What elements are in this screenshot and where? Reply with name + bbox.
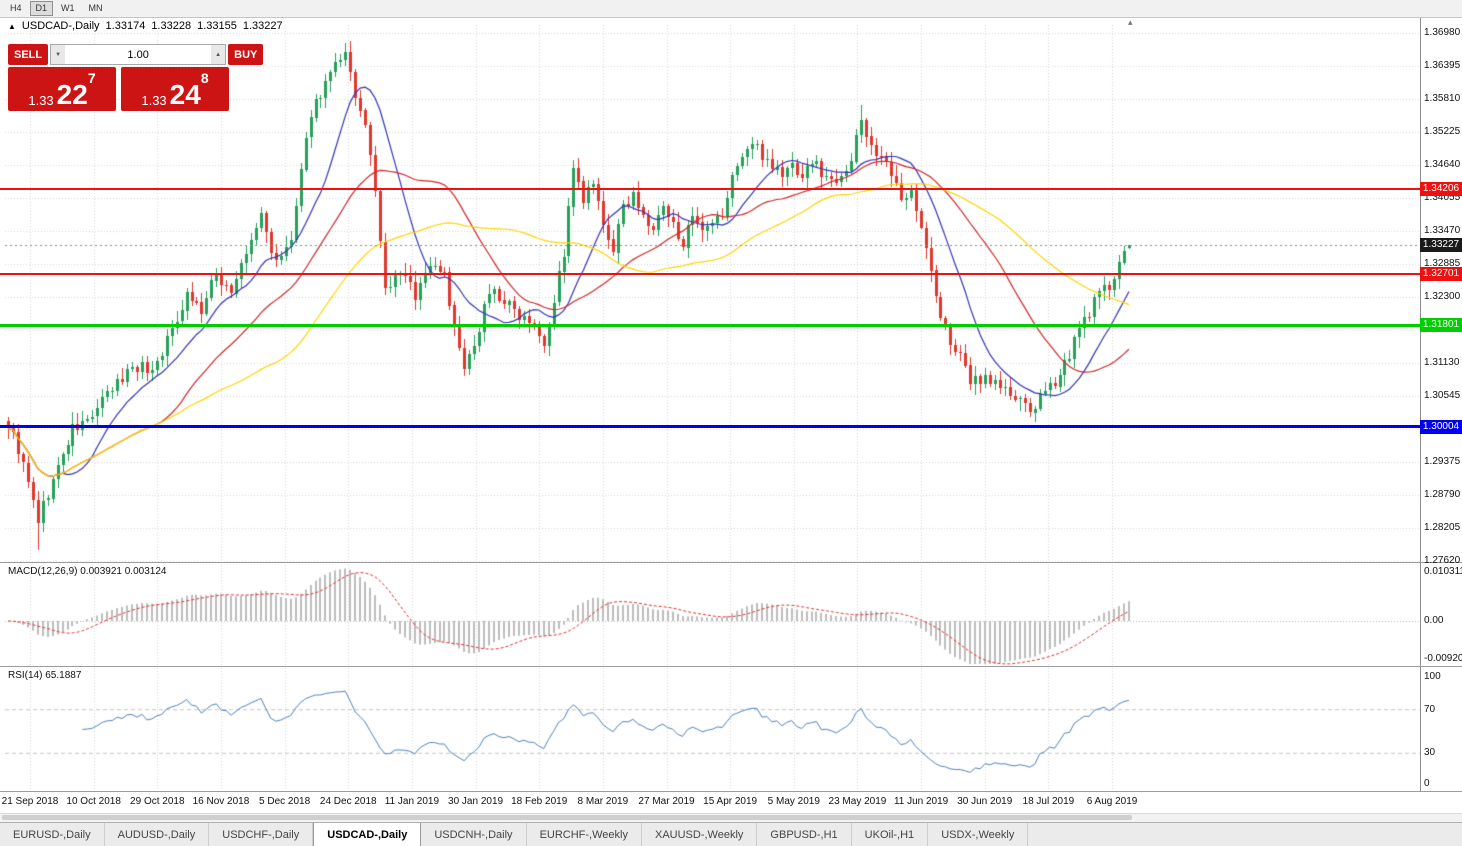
date-axis-label: 11 Jun 2019 [893, 796, 949, 807]
sell-price-sup: 7 [87, 70, 96, 86]
timeframe-button-w1[interactable]: W1 [55, 1, 81, 16]
scrollbar-thumb[interactable] [2, 815, 1132, 820]
date-axis-label: 30 Jan 2019 [448, 796, 504, 807]
date-axis-label: 23 May 2019 [828, 796, 887, 807]
date-axis-label: 11 Jan 2019 [384, 796, 440, 807]
horizontal-scrollbar[interactable] [0, 813, 1462, 822]
chart-tab-xauusd-weekly[interactable]: XAUUSD-,Weekly [642, 823, 758, 846]
timeframe-button-mn[interactable]: MN [83, 1, 109, 16]
date-axis-label: 10 Oct 2018 [66, 796, 121, 807]
sell-price-main: 1.33 [28, 93, 54, 108]
date-axis-label: 15 Apr 2019 [703, 796, 758, 807]
rsi-indicator-label: RSI(14) 65.1887 [8, 670, 82, 681]
one-click-trading-panel: SELL ▼ ▲ BUY 1.33 22 7 1.33 24 8 [8, 44, 264, 111]
date-axis-label: 24 Dec 2018 [319, 796, 377, 807]
chart-tab-usdcnh-daily[interactable]: USDCNH-,Daily [421, 823, 527, 846]
date-axis-label: 21 Sep 2018 [1, 796, 59, 807]
date-axis-label: 5 Dec 2018 [259, 796, 311, 807]
panel-separator-main-macd [0, 562, 1462, 563]
one-click-prices-row: 1.33 22 7 1.33 24 8 [8, 67, 229, 111]
hline-1.31801[interactable] [0, 323, 1420, 327]
date-axis-label: 27 Mar 2019 [638, 796, 695, 807]
one-click-collapse-icon[interactable]: ▲ [8, 21, 16, 31]
chart-tab-eurchf-weekly[interactable]: EURCHF-,Weekly [527, 823, 642, 846]
date-axis-label: 16 Nov 2018 [192, 796, 250, 807]
price-axis[interactable] [1421, 17, 1462, 792]
panel-separator-rsi-dates [0, 791, 1462, 792]
date-axis[interactable]: 21 Sep 2018 10 Oct 2018 29 Oct 2018 16 Nov … [0, 793, 1420, 811]
chart-tab-usdx-weekly[interactable]: USDX-,Weekly [928, 823, 1029, 846]
date-axis-label: 18 Jul 2019 [1022, 796, 1075, 807]
macd-indicator-label: MACD(12,26,9) 0.003921 0.003124 [8, 566, 167, 577]
date-axis-label: 18 Feb 2019 [511, 796, 568, 807]
panel-separator-macd-rsi [0, 666, 1462, 667]
date-axis-label: 8 Mar 2019 [577, 796, 629, 807]
buy-price-sup: 8 [200, 70, 209, 86]
hline-1.32701[interactable] [0, 273, 1420, 276]
date-axis-label: 6 Aug 2019 [1086, 796, 1138, 807]
chart-tab-usdchf-daily[interactable]: USDCHF-,Daily [209, 823, 314, 846]
sell-button[interactable]: SELL [8, 44, 49, 65]
volume-increase-button[interactable]: ▲ [211, 45, 226, 64]
one-click-buttons-row: SELL ▼ ▲ BUY [8, 44, 264, 65]
chart-symbol-period-label: USDCAD-,Daily [21, 20, 100, 32]
date-axis-label: 5 May 2019 [767, 796, 820, 807]
ohlc-close-value: 1.33227 [242, 20, 283, 32]
chart-tab-audusd-daily[interactable]: AUDUSD-,Daily [105, 823, 210, 846]
chart-tab-bar: EURUSD-,Daily AUDUSD-,Daily USDCHF-,Daily U… [0, 822, 1462, 846]
date-axis-label: 30 Jun 2019 [957, 796, 1013, 807]
chart-tab-usdcad-daily[interactable]: USDCAD-,Daily [313, 823, 422, 846]
chart-tab-eurusd-daily[interactable]: EURUSD-,Daily [0, 823, 105, 846]
timeframe-button-h4[interactable]: H4 [4, 1, 28, 16]
price-axis-border [1420, 17, 1421, 792]
volume-control: ▼ ▲ [50, 44, 227, 65]
ohlc-low-value: 1.33155 [197, 20, 237, 32]
sell-price-big: 22 [56, 79, 88, 111]
volume-decrease-button[interactable]: ▼ [51, 45, 66, 64]
buy-price-main: 1.33 [141, 93, 167, 108]
sell-price-display[interactable]: 1.33 22 7 [8, 67, 116, 111]
chart-tab-gbpusd-h1[interactable]: GBPUSD-,H1 [757, 823, 852, 846]
chart-shift-marker-icon: ▴ [1128, 17, 1133, 27]
buy-button[interactable]: BUY [228, 44, 264, 65]
buy-price-big: 24 [169, 79, 201, 111]
hline-1.30004[interactable] [0, 425, 1420, 429]
volume-input[interactable] [65, 45, 212, 64]
ohlc-open-value: 1.33174 [105, 20, 146, 32]
timeframe-toolbar: H4 D1 W1 MN [0, 0, 1462, 18]
hline-1.34206[interactable] [0, 188, 1420, 191]
date-axis-label: 29 Oct 2018 [130, 796, 185, 807]
chart-tab-ukoil-h1[interactable]: UKOil-,H1 [852, 823, 929, 846]
chart-ohlc-header: ▲ USDCAD-,Daily 1.33174 1.33228 1.33155 … [8, 20, 283, 32]
ohlc-high-value: 1.33228 [151, 20, 192, 32]
timeframe-button-d1[interactable]: D1 [29, 1, 54, 16]
buy-price-display[interactable]: 1.33 24 8 [121, 67, 229, 111]
